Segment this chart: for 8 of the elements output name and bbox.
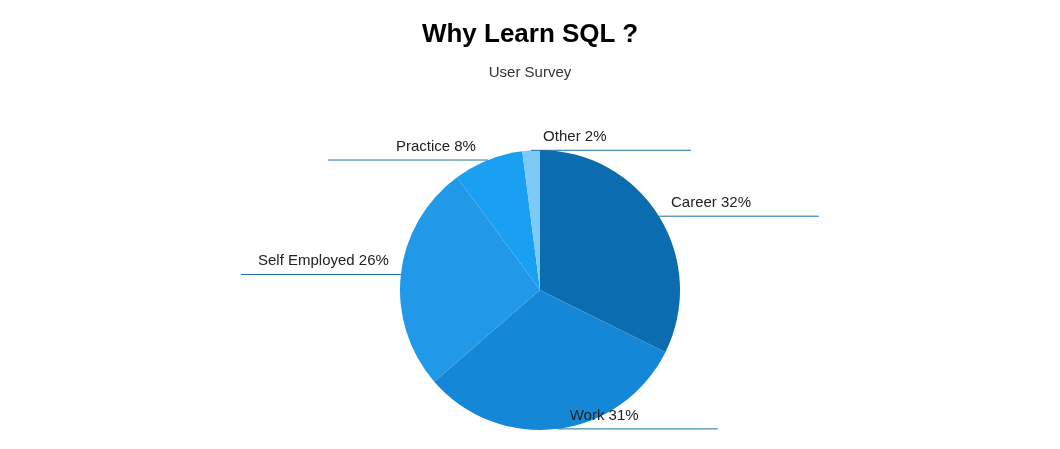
chart-title: Why Learn SQL ? xyxy=(421,18,639,48)
slice-label: Career 32% xyxy=(670,193,752,211)
slice-label: Other 2% xyxy=(543,127,607,145)
slice-label: Self Employed 26% xyxy=(257,251,389,269)
pie-slice xyxy=(434,290,666,430)
slice-label: Work 31% xyxy=(569,405,639,423)
slice-label: Practice 8% xyxy=(395,137,476,155)
chart-subtitle: User Survey xyxy=(488,63,572,80)
